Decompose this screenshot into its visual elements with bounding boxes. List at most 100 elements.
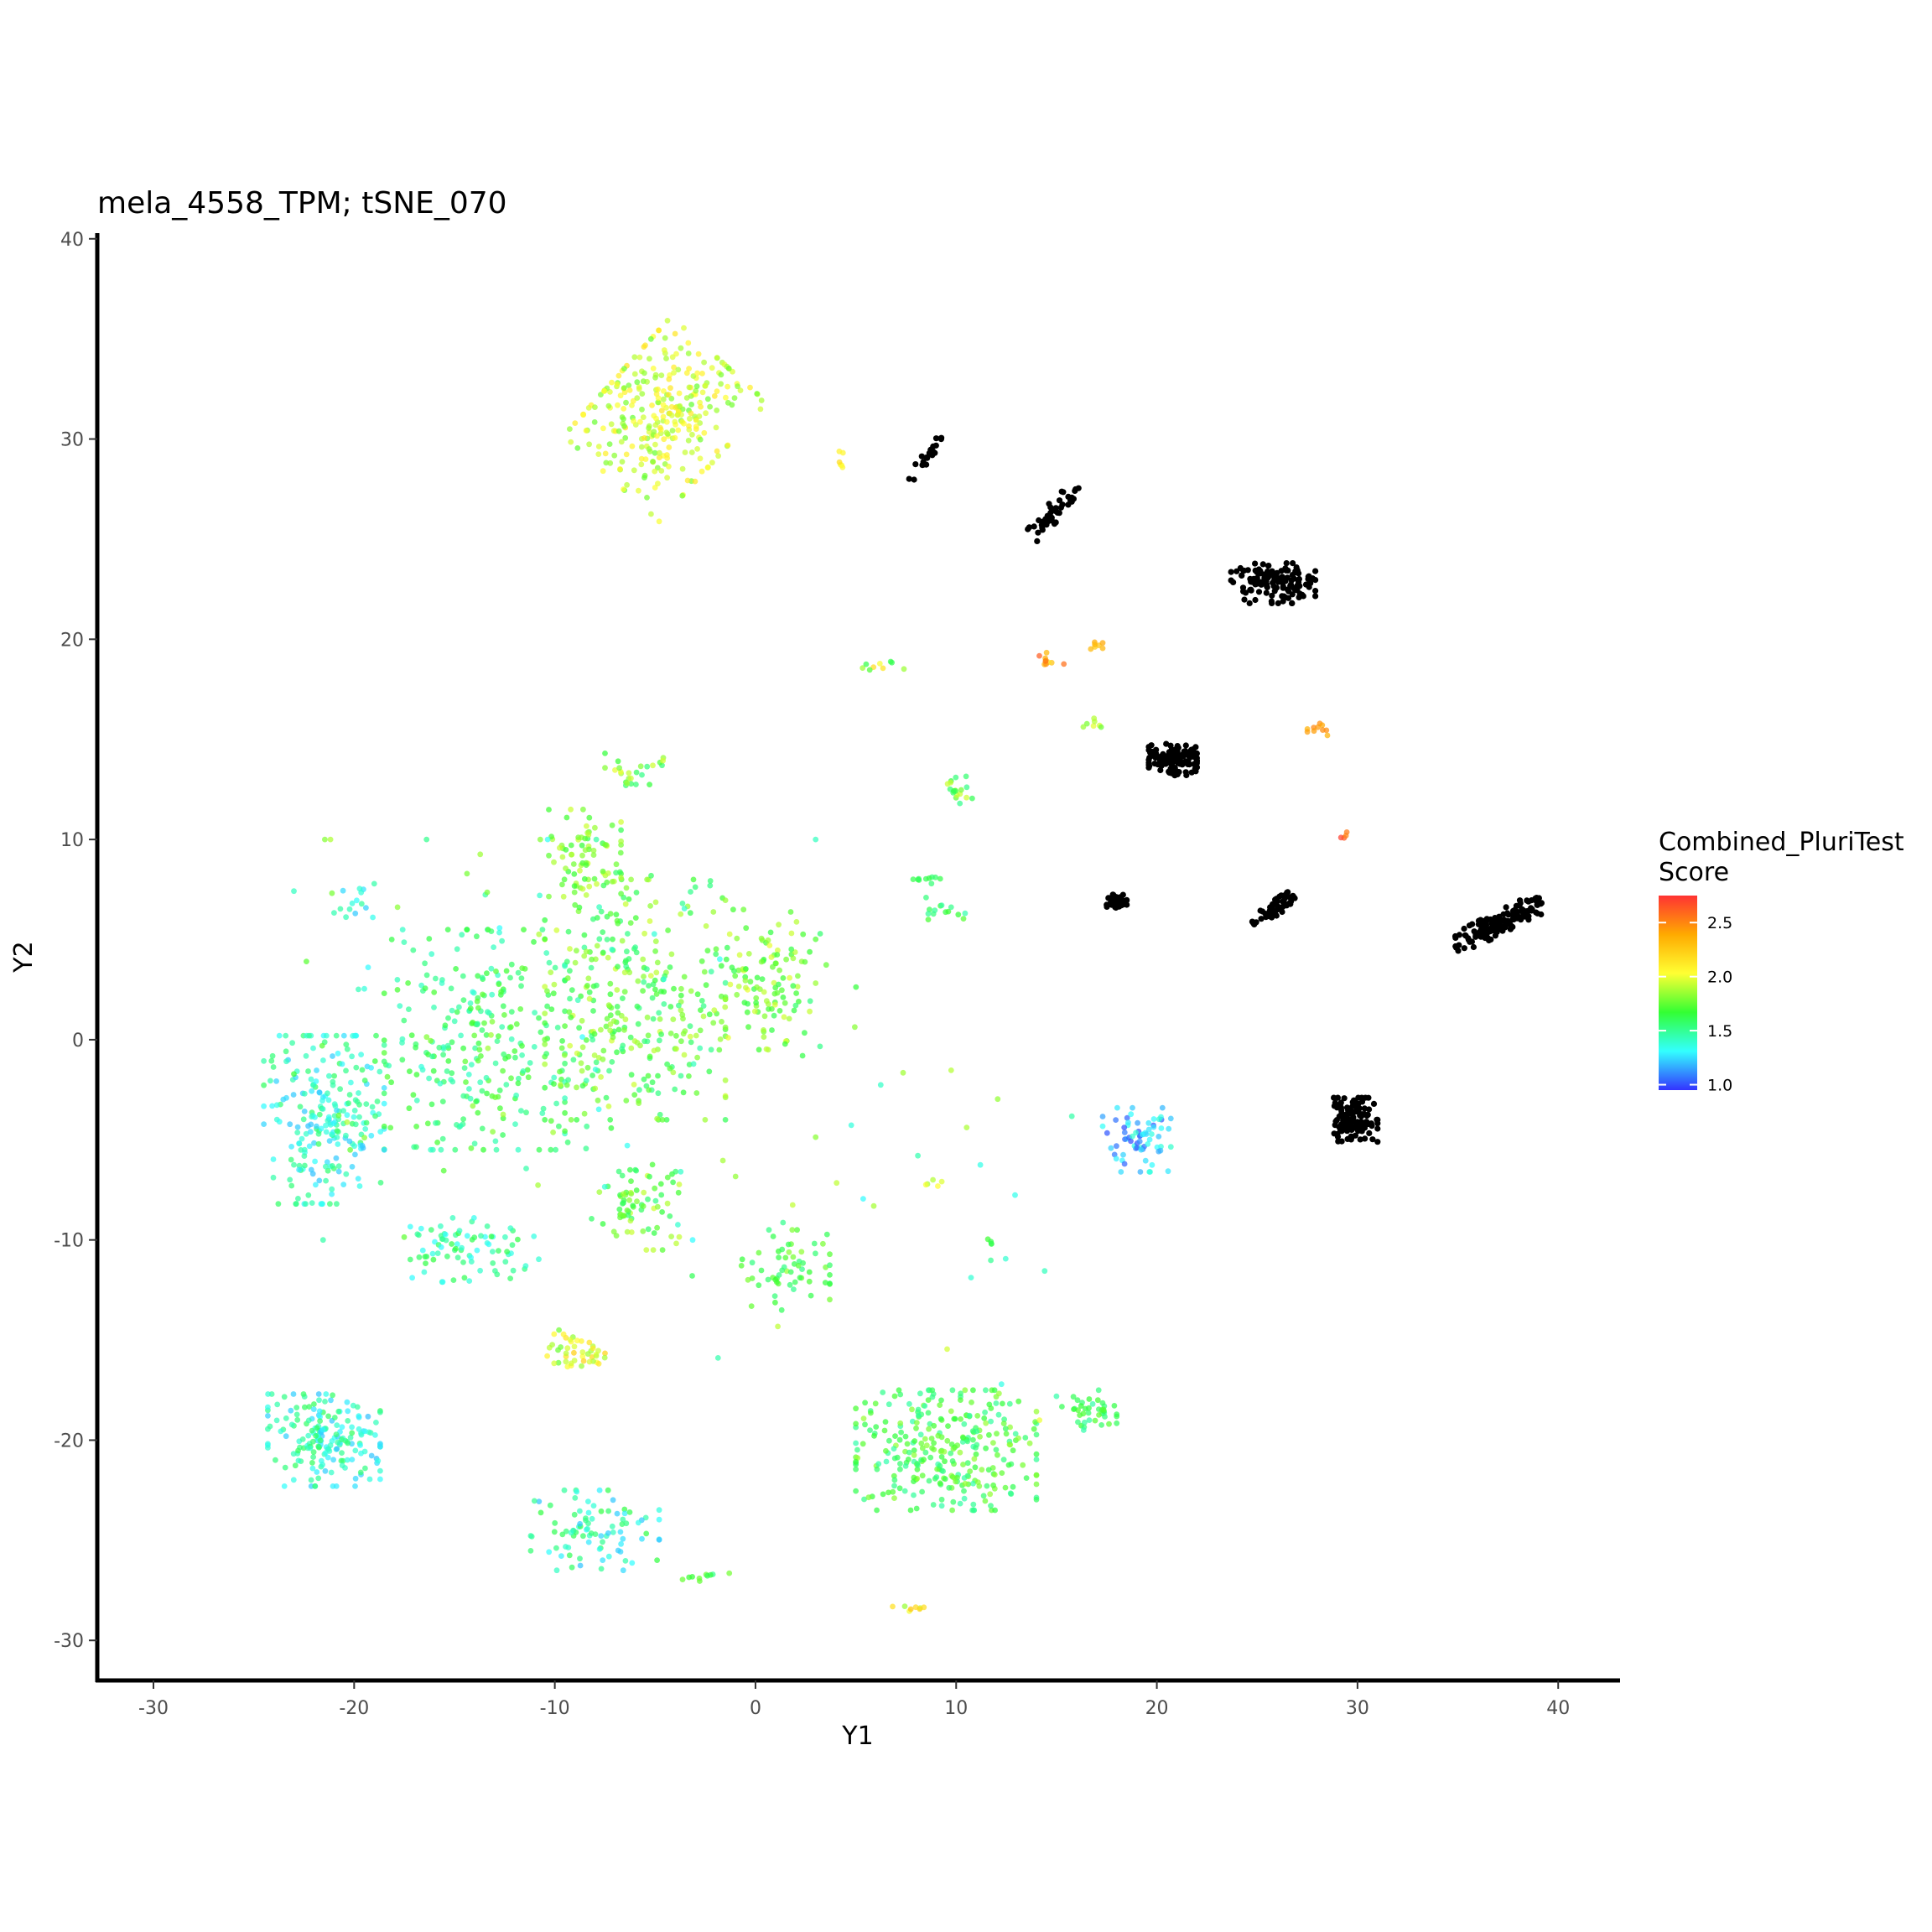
data-point	[444, 927, 451, 932]
data-point	[754, 974, 761, 981]
data-point	[911, 1438, 918, 1444]
data-point	[413, 1044, 418, 1051]
data-point	[563, 865, 569, 871]
data-point	[664, 318, 671, 324]
data-point	[527, 1533, 534, 1539]
data-point	[673, 351, 679, 357]
data-point	[919, 1445, 926, 1452]
data-point-no-score	[1504, 910, 1511, 917]
data-point	[594, 880, 600, 887]
data-point	[1068, 1113, 1075, 1119]
data-point	[690, 1061, 697, 1067]
data-point-no-score	[1255, 589, 1263, 595]
data-point	[1094, 1397, 1101, 1404]
data-point	[568, 842, 574, 849]
data-point	[724, 383, 730, 390]
data-point	[772, 984, 779, 991]
data-point	[315, 1391, 322, 1397]
data-point	[687, 910, 693, 917]
data-point	[354, 1404, 361, 1410]
data-point	[1095, 1387, 1102, 1394]
data-point	[749, 1259, 756, 1266]
data-point	[1146, 1136, 1153, 1143]
data-point	[561, 876, 568, 883]
data-point	[500, 1003, 506, 1010]
data-point	[911, 1492, 917, 1498]
data-point	[732, 1173, 739, 1180]
data-point	[698, 1007, 704, 1013]
data-point	[914, 1467, 921, 1472]
data-point	[598, 1508, 605, 1514]
data-point	[661, 1001, 667, 1007]
data-point	[1088, 646, 1094, 652]
data-point	[625, 1212, 631, 1218]
data-point	[496, 929, 502, 936]
data-point	[718, 371, 724, 378]
data-point	[310, 1438, 316, 1445]
data-point	[335, 1050, 341, 1057]
data-point	[1130, 1133, 1135, 1140]
data-point	[603, 1094, 610, 1101]
data-point	[671, 364, 677, 371]
data-point	[349, 1430, 356, 1436]
data-point	[566, 1009, 573, 1015]
data-point	[571, 883, 578, 889]
data-point	[610, 1497, 616, 1504]
data-point	[319, 1042, 325, 1049]
data-point	[461, 1065, 468, 1071]
data-point	[898, 1429, 904, 1436]
data-point	[309, 1088, 315, 1094]
data-point	[270, 1156, 277, 1162]
x-tick-label: 0	[750, 1698, 761, 1719]
data-point	[774, 952, 781, 958]
data-point	[501, 1012, 507, 1018]
data-point	[602, 750, 608, 756]
data-point	[1133, 1130, 1139, 1136]
data-point	[363, 1119, 370, 1126]
data-point	[673, 1240, 679, 1247]
data-point	[729, 402, 735, 408]
data-point	[640, 1203, 647, 1209]
data-point	[665, 927, 671, 933]
data-point	[288, 1156, 294, 1163]
data-point	[467, 1005, 474, 1012]
data-point	[276, 1119, 283, 1125]
data-point	[366, 1476, 373, 1483]
data-point	[313, 1078, 319, 1084]
data-point	[322, 1399, 328, 1405]
data-point	[283, 1058, 289, 1065]
data-point	[636, 1100, 642, 1106]
data-point	[982, 1498, 989, 1504]
data-point	[1324, 732, 1331, 739]
data-point-no-score	[1054, 509, 1061, 517]
data-point	[1320, 727, 1326, 733]
data-point	[747, 979, 754, 985]
data-point	[373, 1420, 379, 1426]
data-point	[1086, 1417, 1093, 1423]
data-point	[538, 1029, 544, 1036]
data-point	[910, 876, 917, 882]
data-point	[629, 443, 636, 449]
data-point	[564, 1082, 570, 1088]
data-point	[921, 1457, 927, 1463]
data-point-no-score	[1269, 568, 1275, 574]
data-point	[480, 1146, 486, 1153]
data-point	[288, 1421, 295, 1428]
data-point	[631, 1082, 637, 1088]
data-point	[335, 1408, 342, 1415]
data-point	[658, 468, 665, 474]
data-point	[782, 1254, 789, 1261]
data-point	[598, 908, 605, 915]
data-point-no-score	[1466, 922, 1473, 929]
data-point	[621, 1027, 627, 1033]
data-point	[308, 1166, 314, 1173]
data-point	[615, 428, 622, 434]
data-point	[328, 1397, 334, 1404]
data-point	[492, 1094, 498, 1100]
data-point	[445, 1058, 452, 1064]
data-point	[294, 1124, 301, 1130]
data-point	[261, 1103, 267, 1109]
data-point	[600, 1056, 606, 1062]
data-point	[595, 451, 602, 457]
x-tick-label: -10	[540, 1698, 570, 1719]
